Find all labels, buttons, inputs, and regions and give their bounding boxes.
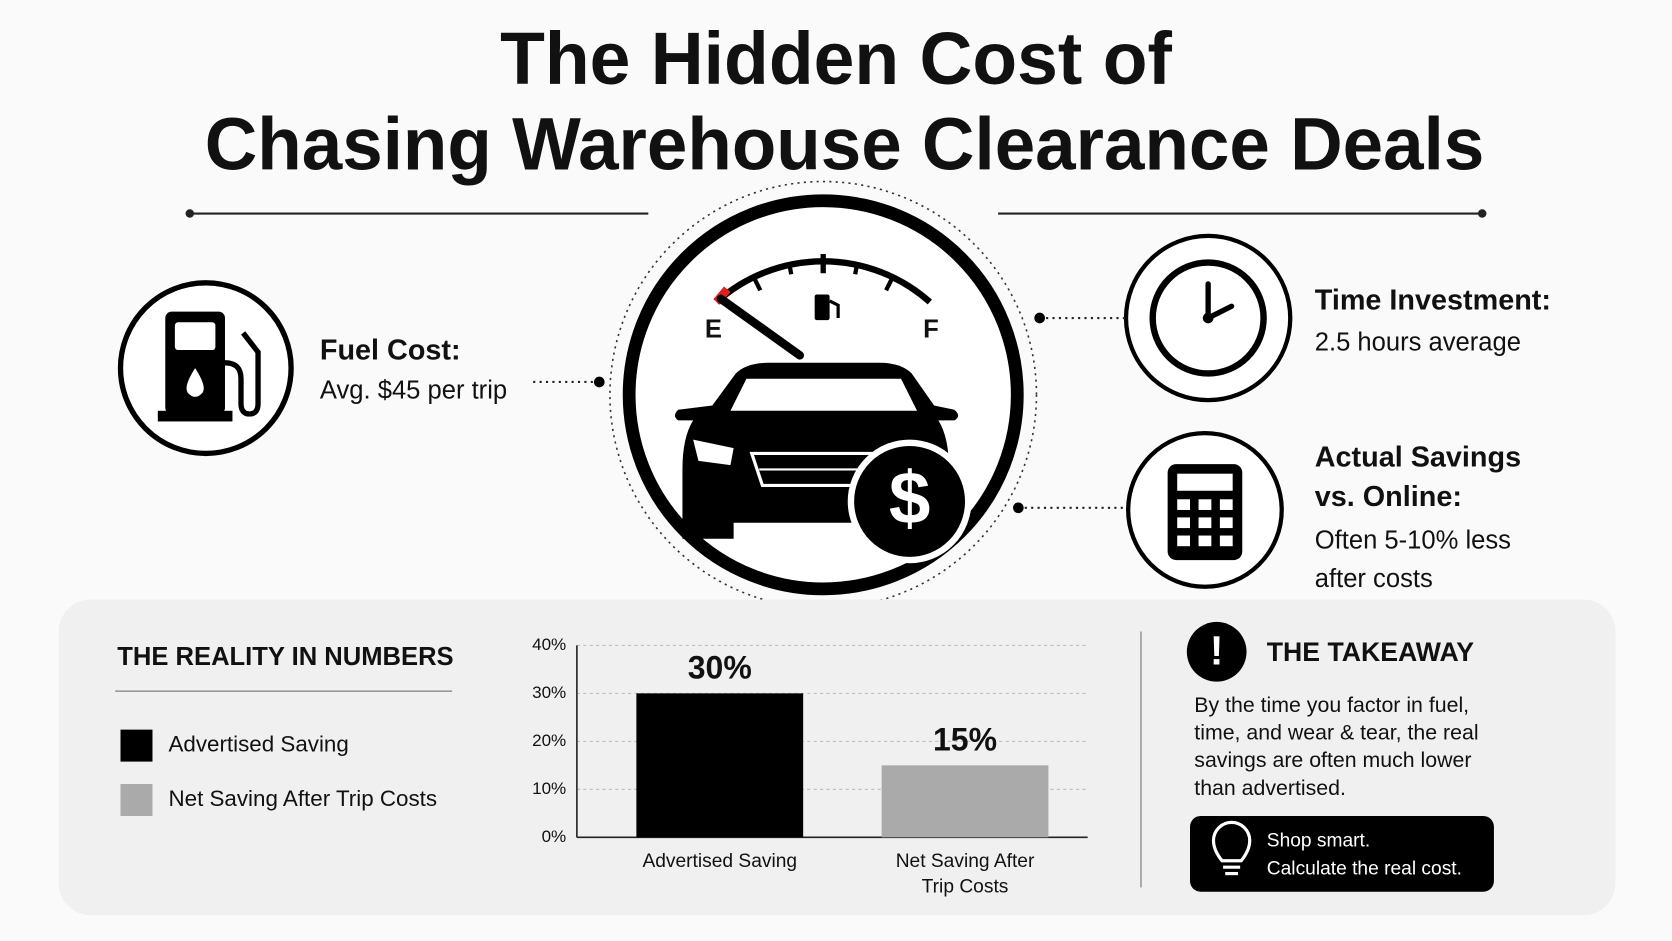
y-tick-label: 40%	[532, 635, 566, 654]
fuel-label: Fuel Cost:	[320, 335, 461, 367]
y-tick-label: 0%	[542, 827, 567, 846]
callout-text: Calculate the real cost.	[1267, 858, 1462, 879]
fuel-icon	[117, 280, 294, 457]
title-line: Chasing Warehouse Clearance Deals	[205, 101, 1485, 185]
takeaway-text: time, and wear & tear, the real	[1194, 721, 1478, 745]
y-tick-label: 30%	[532, 683, 566, 702]
bulb-icon	[1211, 820, 1252, 876]
y-tick-label: 20%	[532, 731, 566, 750]
alert-icon-text: !	[1210, 628, 1224, 674]
savings-label: Actual Savings	[1315, 441, 1521, 473]
bar	[636, 693, 804, 838]
section-title: THE REALITY IN NUMBERS	[117, 643, 453, 671]
savings-text: Often 5-10% less	[1315, 527, 1511, 555]
legend-label: Net Saving After Trip Costs	[168, 786, 437, 811]
callout-box	[1190, 815, 1494, 892]
legend-label: Advertised Saving	[168, 732, 348, 757]
divider	[185, 209, 1487, 218]
clock-icon	[1034, 233, 1293, 403]
takeaway-text: By the time you factor in fuel,	[1194, 693, 1469, 717]
value-label: 15%	[933, 721, 997, 757]
legend-swatch	[120, 784, 153, 816]
alert-icon	[1186, 621, 1247, 682]
value-label: 30%	[688, 649, 752, 685]
x-tick-label: Advertised Saving	[642, 851, 797, 872]
gauge-empty: E	[705, 316, 722, 344]
time-text: 2.5 hours average	[1315, 328, 1521, 356]
takeaway-title: THE TAKEAWAY	[1267, 637, 1474, 667]
legend-swatch	[120, 729, 153, 762]
bar-chart: 0% 10% 20% 30% 40% 30% Advertised Saving Advert…	[120, 635, 1088, 898]
bar	[881, 765, 1049, 838]
x-tick-label: Net Saving After Trip Costs	[896, 851, 1035, 898]
callout-text: Shop smart.	[1267, 831, 1370, 852]
time-label: Time Investment:	[1315, 285, 1551, 317]
savings-text: after costs	[1315, 565, 1433, 593]
gauge-full: F	[923, 316, 939, 344]
takeaway-text: than advertised.	[1194, 776, 1346, 800]
title-line: The Hidden Cost of	[500, 16, 1172, 100]
y-tick-label: 10%	[532, 779, 566, 798]
fuel-text: Avg. $45 per trip	[320, 376, 507, 404]
calculator-icon	[1013, 431, 1284, 589]
gauge: E F $	[609, 180, 1038, 609]
currency-symbol: $	[889, 455, 931, 539]
takeaway-text: savings are often much lower	[1194, 748, 1471, 772]
savings-label: vs. Online:	[1315, 481, 1462, 513]
connector	[533, 376, 605, 388]
